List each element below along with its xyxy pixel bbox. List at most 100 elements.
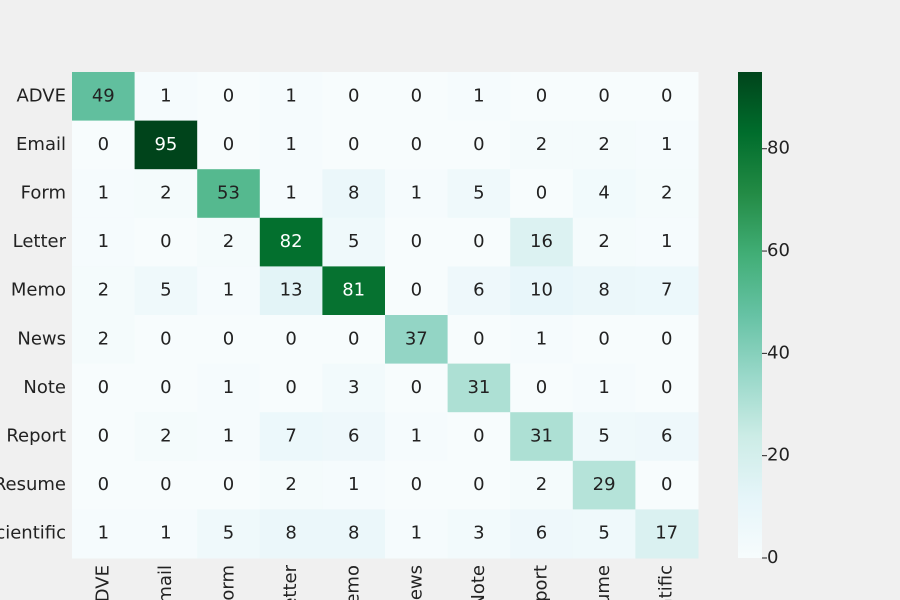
cell-label: 6 — [661, 426, 672, 447]
cell — [322, 363, 386, 413]
cell-label: 6 — [348, 426, 359, 447]
cell-label: 0 — [98, 474, 109, 495]
cell — [635, 460, 699, 510]
x-tick-label: Report — [531, 565, 552, 600]
cell — [322, 120, 386, 170]
cell — [259, 266, 323, 316]
x-tick-label: ADVE — [92, 565, 113, 600]
cell-label: 0 — [661, 85, 672, 106]
cell — [635, 412, 699, 462]
cell — [447, 266, 511, 316]
cell-label: 2 — [98, 280, 109, 301]
cell — [259, 363, 323, 413]
y-tick-label: Report — [6, 426, 66, 447]
cell — [385, 460, 449, 510]
cell-label: 1 — [661, 231, 672, 252]
cell — [259, 120, 323, 170]
cell-label: 0 — [536, 85, 547, 106]
cell — [322, 460, 386, 510]
cell-label: 8 — [598, 280, 609, 301]
cell — [510, 266, 574, 316]
cell-label: 0 — [473, 328, 484, 349]
cell-label: 0 — [411, 377, 422, 398]
cell-label: 1 — [223, 426, 234, 447]
cell — [322, 412, 386, 462]
cell-label: 0 — [411, 85, 422, 106]
cell-label: 0 — [160, 328, 171, 349]
cell-label: 1 — [98, 183, 109, 204]
x-tick-label: Note — [468, 565, 489, 600]
cell — [447, 169, 511, 219]
cell-label: 0 — [411, 134, 422, 155]
cell — [134, 460, 198, 510]
cell-label: 5 — [598, 523, 609, 544]
cell — [510, 217, 574, 267]
cell-label: 53 — [217, 183, 240, 204]
cell — [572, 460, 636, 510]
cell — [197, 169, 261, 219]
cell — [635, 266, 699, 316]
cell-label: 1 — [348, 474, 359, 495]
cell — [72, 460, 136, 510]
y-tick-label: News — [17, 328, 66, 349]
cell-label: 0 — [536, 183, 547, 204]
cell — [635, 509, 699, 559]
cell-label: 17 — [655, 523, 678, 544]
cell-label: 37 — [405, 328, 428, 349]
x-tick-label: Email — [155, 565, 176, 600]
cell-label: 0 — [223, 134, 234, 155]
x-tick-label: Resume — [593, 565, 614, 600]
cell-label: 2 — [223, 231, 234, 252]
cell-label: 31 — [530, 426, 553, 447]
cell-label: 0 — [160, 474, 171, 495]
cell-label: 1 — [285, 85, 296, 106]
cell — [134, 266, 198, 316]
y-tick-label: Letter — [13, 231, 67, 252]
cell — [572, 217, 636, 267]
cell-label: 0 — [661, 474, 672, 495]
cell — [134, 363, 198, 413]
cell-label: 5 — [598, 426, 609, 447]
cell — [510, 363, 574, 413]
cell — [72, 72, 136, 122]
cell-label: 1 — [285, 134, 296, 155]
cell — [385, 217, 449, 267]
cell-label: 1 — [223, 280, 234, 301]
cell-label: 2 — [661, 183, 672, 204]
cell — [72, 266, 136, 316]
cell — [447, 460, 511, 510]
cell — [197, 460, 261, 510]
y-tick-label: Scientific — [0, 523, 66, 544]
colorbar-tick-label: 80 — [767, 138, 790, 159]
cell — [635, 169, 699, 219]
cell-label: 1 — [98, 231, 109, 252]
cell-label: 0 — [98, 377, 109, 398]
cell — [259, 509, 323, 559]
cell — [197, 363, 261, 413]
cell — [447, 412, 511, 462]
cell — [447, 120, 511, 170]
cell — [447, 509, 511, 559]
cell-label: 0 — [473, 231, 484, 252]
cell — [385, 169, 449, 219]
colorbar-tick-label: 40 — [767, 342, 790, 363]
cell — [197, 217, 261, 267]
cell — [510, 315, 574, 365]
cell-label: 2 — [598, 231, 609, 252]
y-tick-label: Email — [16, 134, 66, 155]
cell — [197, 120, 261, 170]
cell-label: 0 — [160, 377, 171, 398]
cell — [385, 72, 449, 122]
cell — [72, 217, 136, 267]
y-tick-label: Form — [21, 183, 66, 204]
cell-label: 1 — [661, 134, 672, 155]
colorbar-tick-label: 20 — [767, 445, 790, 466]
cell — [322, 217, 386, 267]
cell-label: 0 — [348, 328, 359, 349]
cell-label: 16 — [530, 231, 553, 252]
cell-label: 0 — [348, 85, 359, 106]
cell-label: 0 — [223, 85, 234, 106]
cell — [510, 72, 574, 122]
cell-label: 6 — [536, 523, 547, 544]
